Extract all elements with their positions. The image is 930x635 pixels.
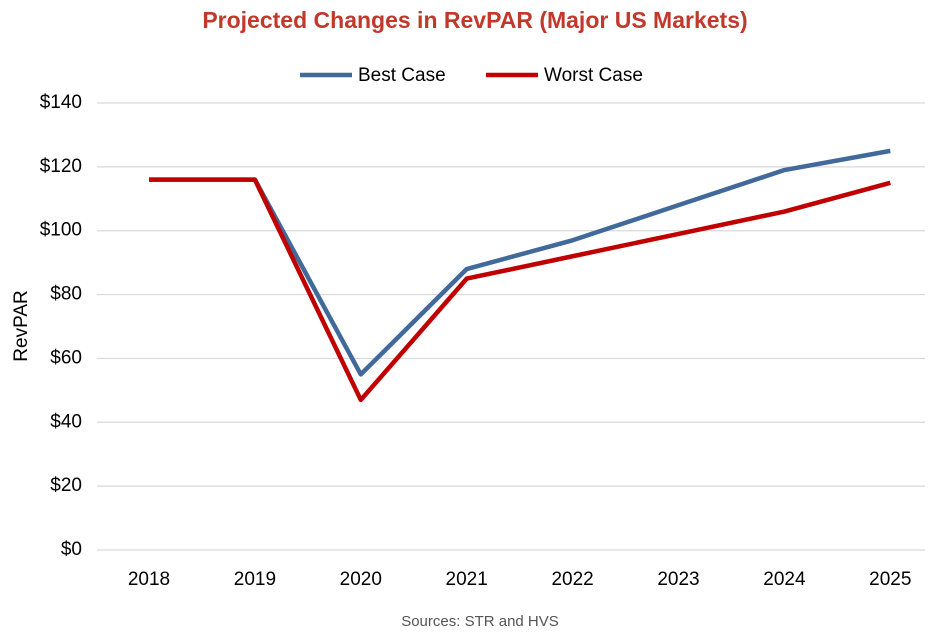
y-tick-label: $80: [50, 284, 82, 305]
x-tick-label: 2019: [234, 569, 276, 590]
x-tick-label: 2020: [340, 569, 382, 590]
y-tick-label: $0: [61, 539, 82, 560]
y-tick-label: $140: [40, 92, 82, 113]
legend-label: Worst Case: [544, 65, 643, 86]
source-note: Sources: STR and HVS: [401, 613, 559, 630]
y-tick-label: $60: [50, 347, 82, 368]
x-tick-label: 2023: [657, 569, 699, 590]
series-line: [149, 177, 891, 403]
series-line: [149, 148, 891, 377]
x-tick-label: 2025: [869, 569, 911, 590]
y-tick-label: $40: [50, 411, 82, 432]
chart-title: Projected Changes in RevPAR (Major US Ma…: [202, 7, 747, 33]
x-tick-label: 2024: [763, 569, 806, 590]
x-tick-label: 2021: [446, 569, 488, 590]
y-tick-label: $100: [40, 220, 82, 241]
legend-label: Best Case: [358, 65, 446, 86]
y-axis-label: RevPAR: [11, 290, 32, 361]
x-tick-label: 2018: [128, 569, 170, 590]
x-tick-label: 2022: [551, 569, 593, 590]
y-tick-label: $20: [50, 475, 82, 496]
y-tick-label: $120: [40, 156, 82, 177]
